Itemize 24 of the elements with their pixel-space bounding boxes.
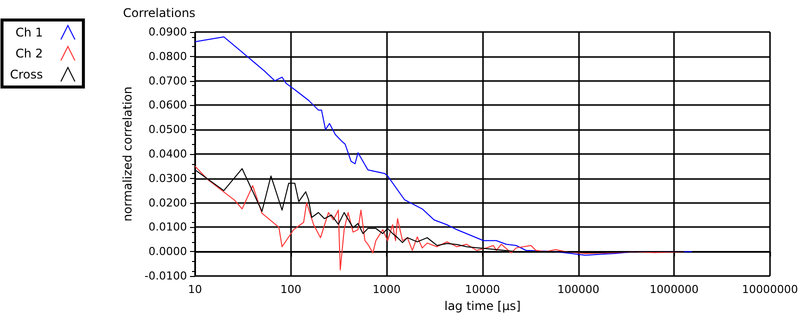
y-tick-label: 0.0600 [148,98,187,112]
y-tick-label: 0.0300 [148,172,187,185]
y-tick-label: 0.0000 [148,245,187,258]
x-tick-label: 100000 [557,283,600,296]
x-tick-label: 10000 [465,283,500,296]
y-tick-label: 0.0400 [148,148,187,160]
y-tick-label: 0.0700 [148,74,187,88]
x-tick-label: 10000000 [742,283,798,296]
x-tick-label: 1000 [372,283,401,296]
x-axis-title: lag time [µs] [444,299,521,313]
y-axis-title: normalized correlation [120,86,135,222]
y-tick-label: 0.0500 [148,123,187,136]
x-tick-label: 10 [188,283,202,296]
x-tick-label: 100 [280,283,302,296]
y-tick-label: 0.0100 [148,220,187,234]
legend-label: Cross [10,68,43,82]
legend-label: Ch 1 [15,26,43,40]
legend-label: Ch 2 [15,46,43,60]
y-tick-label: 0.0200 [148,196,187,210]
y-tick-label: 0.0800 [148,50,187,63]
y-tick-label: 0.0900 [148,26,187,38]
y-tick-label: -0.0100 [144,270,187,282]
chart-title: Correlations [123,6,196,20]
x-tick-label: 1000000 [650,283,699,296]
